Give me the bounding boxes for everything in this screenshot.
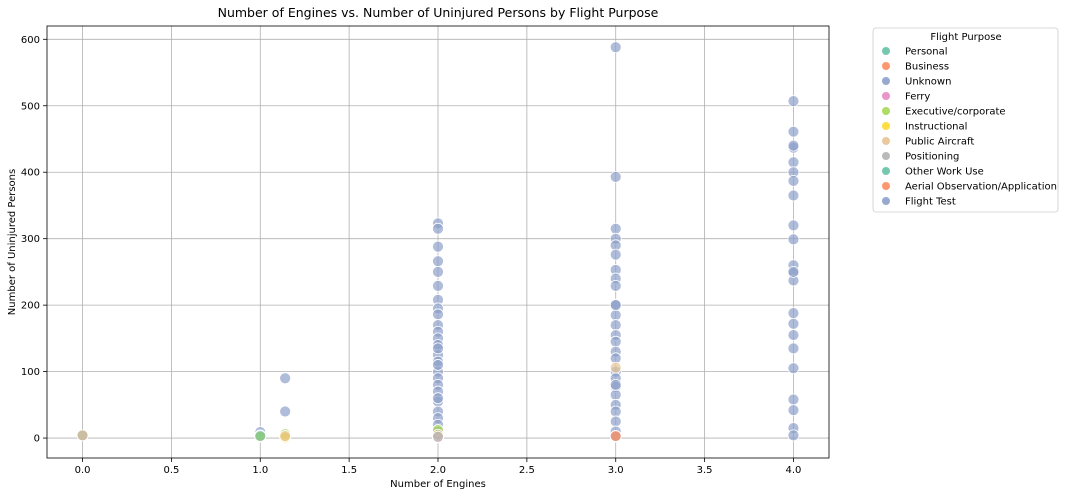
legend-marker xyxy=(882,92,890,100)
data-point xyxy=(609,41,622,54)
legend-label: Business xyxy=(905,62,949,73)
data-point xyxy=(254,430,267,442)
data-point xyxy=(432,359,444,371)
y-tick-label: 300 xyxy=(21,234,40,245)
x-tick-label: 3.5 xyxy=(697,465,713,476)
chart-title: Number of Engines vs. Number of Uninjure… xyxy=(218,5,659,20)
legend-label: Instructional xyxy=(905,122,967,133)
legend-marker xyxy=(882,77,890,85)
data-point xyxy=(609,430,622,442)
data-point xyxy=(787,317,800,330)
data-point xyxy=(787,125,800,138)
data-point xyxy=(787,329,800,341)
data-point xyxy=(609,279,622,292)
data-point xyxy=(787,233,800,246)
x-tick-label: 4.0 xyxy=(786,465,802,476)
data-point xyxy=(609,248,622,261)
x-tick-label: 0.5 xyxy=(163,465,179,476)
data-point xyxy=(787,139,800,152)
data-point xyxy=(432,342,444,355)
legend-marker xyxy=(882,197,890,205)
y-tick-label: 600 xyxy=(21,35,40,46)
legend-frame xyxy=(872,27,1059,213)
y-axis-ticks: 0 100 200 300 400 500 600 xyxy=(21,35,47,445)
x-tick-label: 0.0 xyxy=(75,465,91,476)
data-point xyxy=(279,405,292,418)
legend-label: Personal xyxy=(905,47,948,58)
data-point xyxy=(609,170,622,183)
data-point xyxy=(609,405,622,418)
y-tick-label: 400 xyxy=(21,168,40,179)
legend-label: Flight Test xyxy=(905,197,956,208)
legend-marker xyxy=(882,62,890,70)
y-tick-label: 200 xyxy=(21,301,40,312)
data-point xyxy=(787,156,800,169)
data-point xyxy=(432,266,444,278)
legend-marker xyxy=(882,137,890,145)
data-point xyxy=(609,388,622,401)
data-point xyxy=(609,361,622,374)
data-point xyxy=(787,307,800,320)
legend-title: Flight Purpose xyxy=(930,32,1001,43)
legend-items: Personal Business Unknown Ferry Executive/co… xyxy=(882,47,1057,208)
legend-marker xyxy=(882,152,890,160)
data-point xyxy=(787,219,800,232)
data-point xyxy=(609,415,622,428)
data-point xyxy=(609,378,622,391)
legend-label: Unknown xyxy=(905,77,951,88)
legend-marker xyxy=(882,107,890,115)
data-point xyxy=(787,362,800,375)
data-point xyxy=(787,342,800,355)
data-point xyxy=(609,335,622,348)
y-tick-label: 100 xyxy=(21,367,40,378)
data-point xyxy=(787,266,800,278)
data-point xyxy=(609,222,622,235)
data-point xyxy=(432,240,444,253)
x-tick-label: 3.0 xyxy=(608,465,624,476)
y-tick-label: 500 xyxy=(21,101,40,112)
data-point xyxy=(432,308,444,321)
data-point xyxy=(787,404,800,417)
legend: Flight Purpose Personal Business Unknown Fe… xyxy=(872,27,1059,213)
legend-marker xyxy=(882,182,890,190)
data-point xyxy=(432,279,444,292)
grid-lines xyxy=(47,26,829,458)
legend-label: Public Aircraft xyxy=(905,137,974,148)
data-point xyxy=(609,299,622,312)
x-tick-label: 2.0 xyxy=(430,465,446,476)
x-axis-label: Number of Engines xyxy=(390,479,486,490)
data-point xyxy=(609,319,622,331)
legend-label: Other Work Use xyxy=(905,167,984,178)
y-axis-label: Number of Uninjured Persons xyxy=(7,169,18,315)
legend-marker xyxy=(882,122,890,130)
x-tick-label: 1.5 xyxy=(341,465,357,476)
legend-label: Ferry xyxy=(905,92,930,103)
x-axis-ticks: 0.0 0.5 1.0 1.5 2.0 2.5 3.0 3.5 4.0 xyxy=(75,458,802,476)
x-tick-label: 1.0 xyxy=(252,465,268,476)
data-point xyxy=(787,174,800,187)
legend-marker xyxy=(882,167,890,175)
data-point xyxy=(787,393,800,406)
data-point xyxy=(432,255,444,268)
legend-label: Aerial Observation/Application xyxy=(905,182,1057,193)
legend-label: Positioning xyxy=(905,152,959,163)
legend-marker xyxy=(882,47,890,55)
data-point xyxy=(609,309,622,322)
data-point xyxy=(279,430,292,442)
legend-label: Executive/corporate xyxy=(905,107,1006,118)
data-point xyxy=(432,392,444,405)
data-point xyxy=(76,429,89,442)
data-point xyxy=(787,189,800,202)
x-tick-label: 2.5 xyxy=(519,465,535,476)
data-point xyxy=(432,430,444,443)
y-tick-label: 0 xyxy=(34,434,40,445)
data-points xyxy=(76,41,800,444)
data-point xyxy=(787,95,800,108)
data-point xyxy=(787,429,800,442)
data-point xyxy=(432,222,444,235)
data-point xyxy=(279,372,292,385)
